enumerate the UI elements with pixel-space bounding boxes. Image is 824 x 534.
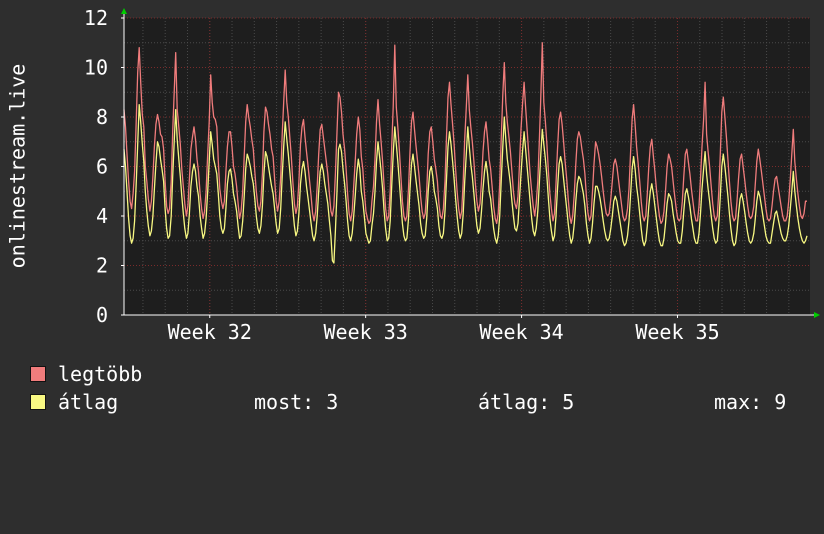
x-tick-label: Week 35 [635,320,719,344]
series-line-max [123,42,807,225]
y-tick-label: 6 [96,155,108,179]
x-tick-label: Week 34 [479,320,563,344]
legend-label-max: legtöbb [58,362,143,386]
y-axis-arrow-icon [121,8,127,14]
y-tick-label: 4 [96,204,108,228]
stat-average: átlag: 5 [478,390,575,414]
legend-swatch-max [30,366,46,382]
chart: 0 2 4 6 8 10 12 Week 32 Week 33 Week 34 Week 35 o… [6,6,820,344]
y-tick-label: 12 [84,6,108,30]
y-tick-label: 2 [96,254,108,278]
x-axis-arrow-icon [814,312,820,318]
stat-max: max: 9 [714,390,787,414]
y-tick-label: 0 [96,303,108,327]
stat-now: most: 3 [254,390,339,414]
series-layer [123,42,808,264]
x-tick-labels: Week 32 Week 33 Week 34 Week 35 [168,320,720,344]
legend-row-avg: átlag most: 3 átlag: 5 max: 9 [30,390,820,414]
y-tick-label: 8 [96,105,108,129]
y-axis-label: onlinestream.live [6,64,30,269]
legend-label-avg: átlag [58,390,119,414]
x-tick-label: Week 33 [324,320,408,344]
x-tick-label: Week 32 [168,320,252,344]
legend-swatch-avg [30,394,46,410]
axes [121,8,820,318]
y-tick-labels: 0 2 4 6 8 10 12 [84,6,108,327]
series-line-average [123,103,808,264]
legend-row-max: legtöbb [30,362,820,386]
y-tick-label: 10 [84,56,108,80]
